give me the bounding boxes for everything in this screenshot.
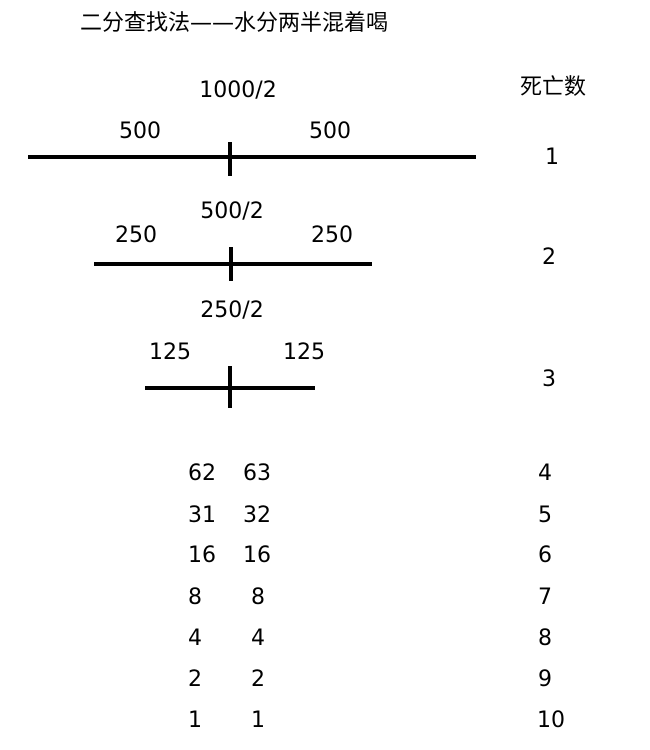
death-count: 8: [538, 626, 552, 651]
segment-line: [28, 155, 476, 159]
segment-left-label: 250: [115, 223, 157, 248]
row-left-value: 62: [188, 461, 216, 486]
segment-left-label: 125: [149, 340, 191, 365]
segment-midpoint-tick: [228, 142, 232, 176]
segment-right-label: 250: [311, 223, 353, 248]
segment-total-label: 250/2: [200, 298, 264, 323]
death-count: 10: [537, 708, 565, 733]
row-right-value: 4: [251, 626, 265, 651]
segment-left-label: 500: [119, 119, 161, 144]
row-left-value: 8: [188, 585, 202, 610]
page-title: 二分查找法——水分两半混着喝: [80, 11, 389, 36]
death-count: 7: [538, 585, 552, 610]
segment-line: [94, 262, 372, 266]
death-count: 4: [538, 461, 552, 486]
segment-total-label: 500/2: [200, 199, 264, 224]
death-count-header: 死亡数: [519, 75, 587, 100]
row-left-value: 31: [188, 503, 216, 528]
segment-right-label: 500: [309, 119, 351, 144]
row-right-value: 32: [243, 503, 271, 528]
row-right-value: 1: [251, 708, 265, 733]
row-right-value: 63: [243, 461, 271, 486]
row-right-value: 16: [243, 543, 271, 568]
death-count: 9: [538, 667, 552, 692]
row-left-value: 4: [188, 626, 202, 651]
segment-right-label: 125: [283, 340, 325, 365]
death-count: 2: [542, 245, 556, 270]
row-left-value: 2: [188, 667, 202, 692]
death-count: 3: [542, 367, 556, 392]
death-count: 1: [545, 145, 559, 170]
death-count: 6: [538, 543, 552, 568]
segment-midpoint-tick: [228, 366, 232, 408]
segment-midpoint-tick: [229, 247, 233, 281]
death-count: 5: [538, 503, 552, 528]
row-left-value: 1: [188, 708, 202, 733]
row-right-value: 8: [251, 585, 265, 610]
row-right-value: 2: [251, 667, 265, 692]
row-left-value: 16: [188, 543, 216, 568]
segment-total-label: 1000/2: [199, 78, 277, 103]
